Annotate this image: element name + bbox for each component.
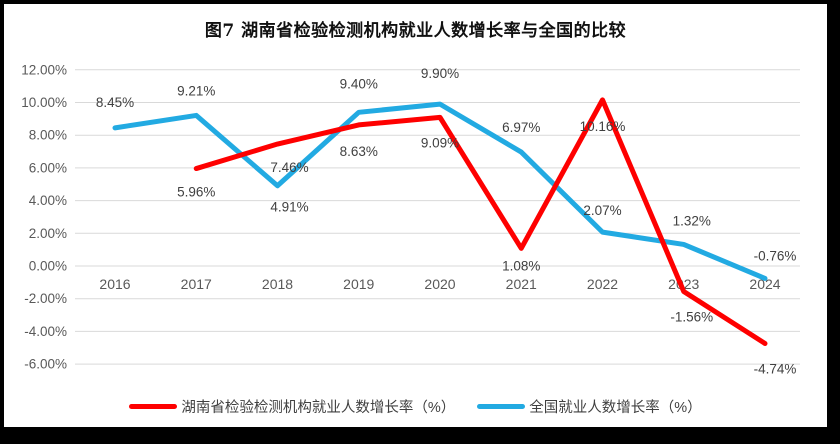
svg-text:-0.76%: -0.76% <box>754 248 797 263</box>
svg-text:5.96%: 5.96% <box>177 185 215 200</box>
svg-text:8.63%: 8.63% <box>340 144 378 159</box>
svg-text:9.09%: 9.09% <box>421 135 459 150</box>
svg-text:12.00%: 12.00% <box>21 62 67 77</box>
svg-text:-1.56%: -1.56% <box>670 310 713 325</box>
legend-item-hunan: 湖南省检验检测机构就业人数增长率（%） <box>129 396 455 417</box>
svg-text:-2.00%: -2.00% <box>24 291 67 306</box>
svg-text:2017: 2017 <box>181 276 212 292</box>
national-series-line-swatch <box>477 404 526 409</box>
svg-text:2023: 2023 <box>668 276 699 292</box>
svg-text:2019: 2019 <box>343 276 374 292</box>
svg-text:1.32%: 1.32% <box>673 213 711 228</box>
svg-text:9.21%: 9.21% <box>177 83 215 98</box>
svg-text:2.07%: 2.07% <box>583 203 621 218</box>
svg-text:2018: 2018 <box>262 276 293 292</box>
chart-title: 图7 湖南省检验检测机构就业人数增长率与全国的比较 <box>204 21 627 41</box>
svg-text:4.91%: 4.91% <box>270 200 308 215</box>
svg-text:-4.74%: -4.74% <box>754 361 797 376</box>
svg-text:10.00%: 10.00% <box>21 95 67 110</box>
svg-text:-4.00%: -4.00% <box>24 324 67 339</box>
svg-text:2020: 2020 <box>424 276 455 292</box>
legend-item-national: 全国就业人数增长率（%） <box>477 396 702 417</box>
svg-text:2024: 2024 <box>749 276 780 292</box>
hunan-series-line-swatch <box>129 404 178 409</box>
legend-label-hunan: 湖南省检验检测机构就业人数增长率（%） <box>181 400 456 416</box>
svg-text:9.40%: 9.40% <box>340 76 378 91</box>
svg-text:2016: 2016 <box>99 276 130 292</box>
svg-text:2.00%: 2.00% <box>29 226 67 241</box>
svg-text:0.00%: 0.00% <box>29 259 67 274</box>
line-chart-canvas: 12.00% 10.00% 8.00% 6.00% 4.00% 2.00% 0.00% -2.… <box>21 62 800 376</box>
svg-text:8.00%: 8.00% <box>29 128 67 143</box>
svg-text:9.90%: 9.90% <box>421 66 459 81</box>
svg-text:6.00%: 6.00% <box>29 160 67 175</box>
chart-legend: 湖南省检验检测机构就业人数增长率（%） 全国就业人数增长率（%） <box>4 396 827 417</box>
svg-text:-6.00%: -6.00% <box>24 357 67 372</box>
svg-text:7.46%: 7.46% <box>270 160 308 175</box>
svg-text:8.45%: 8.45% <box>96 95 134 110</box>
chart-area: 12.00% 10.00% 8.00% 6.00% 4.00% 2.00% 0.00% -2.… <box>4 4 827 427</box>
svg-text:4.00%: 4.00% <box>29 193 67 208</box>
legend-label-national: 全国就业人数增长率（%） <box>529 400 702 416</box>
svg-text:10.16%: 10.16% <box>580 119 626 134</box>
svg-text:1.08%: 1.08% <box>502 258 540 273</box>
svg-text:6.97%: 6.97% <box>502 120 540 135</box>
svg-text:2021: 2021 <box>506 276 537 292</box>
svg-text:2022: 2022 <box>587 276 618 292</box>
